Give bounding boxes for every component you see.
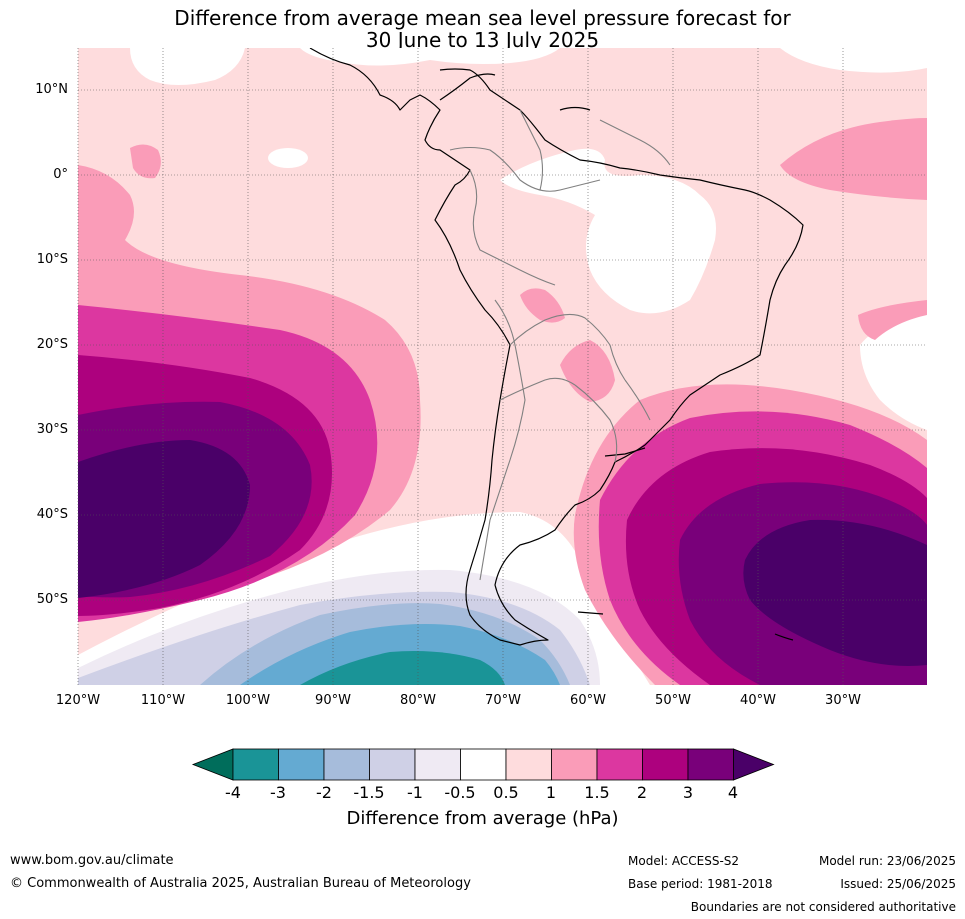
- lon-label-110w: 110°W: [140, 693, 186, 708]
- colorbar-below-arrow: [191, 748, 234, 781]
- lat-label-20s: 20°S: [36, 337, 68, 352]
- lon-label-50w: 50°W: [655, 693, 691, 708]
- colorbar-above-arrow: [733, 748, 775, 781]
- lon-label-120w: 120°W: [55, 693, 101, 708]
- colorbar-tick: -4: [225, 783, 241, 802]
- colorbar-segment: [505, 748, 552, 781]
- lon-label-30w: 30°W: [825, 693, 861, 708]
- colorbar-tick: -0.5: [444, 783, 476, 802]
- colorbar-tick: 1: [545, 783, 557, 802]
- colorbar-tick: 2: [636, 783, 648, 802]
- colorbar-tick: -1.5: [353, 783, 385, 802]
- colorbar-segment: [232, 748, 279, 781]
- colorbar-label: Difference from average (hPa): [346, 808, 619, 829]
- lon-label-60w: 60°W: [570, 693, 606, 708]
- footer-model-run: Model run: 23/06/2025: [818, 854, 956, 868]
- colorbar-tick: 4: [727, 783, 739, 802]
- country-borders: [449, 109, 671, 581]
- colorbar-tick: -2: [316, 783, 332, 802]
- colorbar-tick: 1.5: [584, 783, 610, 802]
- lat-label-10n: 10°N: [35, 82, 68, 97]
- footer-issued: Issued: 25/06/2025: [840, 877, 956, 891]
- colorbar-tick: 0.5: [493, 783, 519, 802]
- colorbar-segment: [596, 748, 643, 781]
- lat-label-40s: 40°S: [36, 507, 68, 522]
- colorbar-tick: -3: [270, 783, 286, 802]
- lon-label-100w: 100°W: [225, 693, 271, 708]
- map-title-line1: Difference from average mean sea level p…: [174, 6, 791, 30]
- footer-model: Model: ACCESS-S2: [628, 854, 740, 868]
- colorbar-segment: [369, 748, 416, 781]
- footer-base-period: Base period: 1981-2018: [628, 877, 773, 891]
- footer-website: www.bom.gov.au/climate: [10, 853, 174, 868]
- lon-label-40w: 40°W: [740, 693, 776, 708]
- lon-label-70w: 70°W: [485, 693, 521, 708]
- lon-label-90w: 90°W: [315, 693, 351, 708]
- colorbar-segment: [414, 748, 461, 781]
- colorbar-segment: [323, 748, 370, 781]
- colorbar-segment: [642, 748, 689, 781]
- lon-label-80w: 80°W: [400, 693, 436, 708]
- colorbar-segment: [687, 748, 734, 781]
- colorbar-segment: [551, 748, 598, 781]
- lat-label-50s: 50°S: [36, 592, 68, 607]
- anomaly-field: [78, 48, 927, 685]
- lat-label-30s: 30°S: [36, 422, 68, 437]
- footer-disclaimer: Boundaries are not considered authoritat…: [690, 900, 956, 914]
- map-title-line2: 30 June to 13 July 2025: [365, 28, 600, 52]
- colorbar-segment: [460, 748, 507, 781]
- colorbar: [191, 748, 775, 781]
- graticule: [77, 48, 927, 685]
- lat-label-0: 0°: [53, 167, 68, 182]
- lat-label-10s: 10°S: [36, 252, 68, 267]
- footer-copyright: © Commonwealth of Australia 2025, Austra…: [10, 876, 471, 891]
- colorbar-tick: -1: [407, 783, 423, 802]
- colorbar-segment: [278, 748, 325, 781]
- coastline: [309, 48, 804, 646]
- colorbar-tick: 3: [682, 783, 694, 802]
